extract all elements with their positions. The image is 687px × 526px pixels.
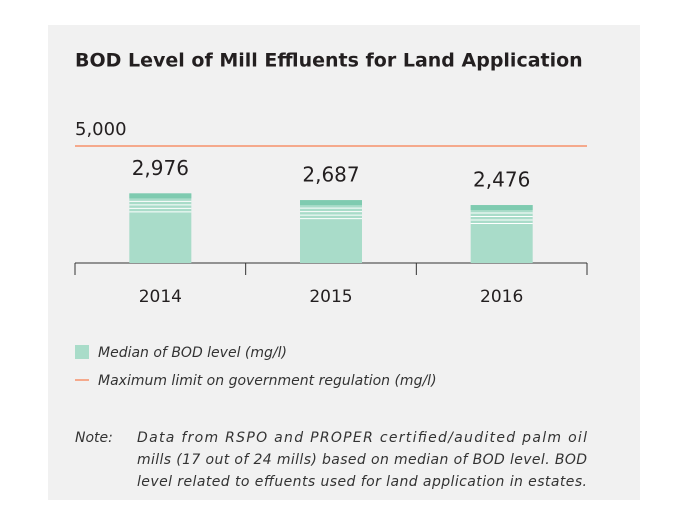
note: mills (17 out of 24 mills) based on medi… [137, 452, 587, 468]
x-tick-label: 2014 [139, 287, 182, 307]
value-label: 2,687 [302, 163, 359, 187]
bar [300, 200, 362, 263]
chart-title: BOD Level of Mill Effluents for Land App… [75, 50, 583, 72]
legend-label: Maximum limit on government regulation (… [98, 373, 437, 389]
x-tick-label: 2015 [309, 287, 352, 307]
note: level related to effuents used for land … [137, 474, 587, 490]
value-label: 2,476 [473, 168, 530, 192]
x-tick-label: 2016 [480, 287, 523, 307]
bar-cap [300, 200, 362, 206]
bar-cap [129, 193, 192, 199]
reference-label: 5,000 [75, 119, 127, 140]
note-label: Note: [75, 430, 113, 446]
legend-swatch [75, 345, 89, 359]
bar-cap [470, 205, 533, 211]
value-label: 2,976 [132, 156, 189, 180]
legend-label: Median of BOD level (mg/l) [98, 345, 287, 361]
bar [470, 205, 533, 263]
bar [129, 193, 192, 263]
